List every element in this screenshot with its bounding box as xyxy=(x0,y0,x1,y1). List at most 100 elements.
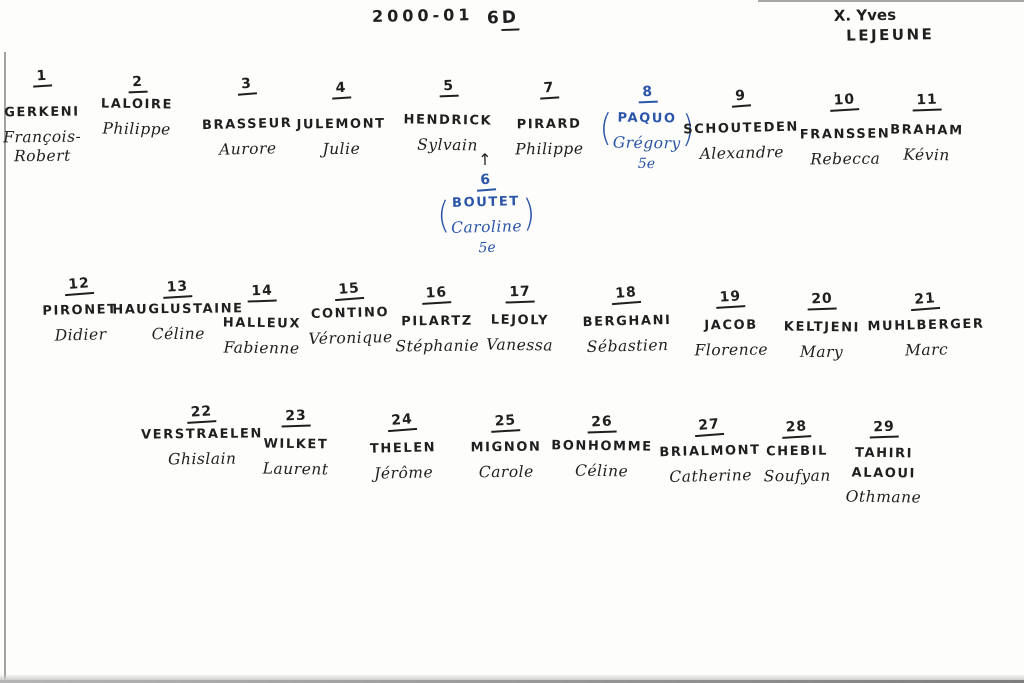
student-name-wrap: ( THELEN Jérôme ) xyxy=(347,430,460,485)
student-firstname: Sébastien xyxy=(586,335,669,356)
student-name-column: PIRONET Didier xyxy=(42,294,118,346)
student-number: 20 xyxy=(807,290,838,311)
student-number: 26 xyxy=(587,413,618,434)
up-arrow-icon xyxy=(547,409,659,411)
student-cell: 18 ( BERGHANI Sébastien ) xyxy=(570,280,684,358)
student-surname: BRAHAM xyxy=(890,122,964,139)
school-year-label: 2000-01 xyxy=(371,5,474,26)
student-number: 23 xyxy=(281,407,312,428)
student-surname: BRASSEUR xyxy=(201,115,293,134)
student-name-wrap: ( BERGHANI Sébastien ) xyxy=(571,303,684,358)
student-surname: PIRONET xyxy=(42,302,118,319)
up-arrow-icon xyxy=(122,274,234,275)
student-number: 14 xyxy=(247,282,278,303)
teacher-name-block: X. Yves LEJEUNE xyxy=(834,4,935,46)
class-number: 6 xyxy=(486,8,502,29)
student-cell: 24 ( THELEN Jérôme ) xyxy=(346,407,460,485)
student-surname: MUHLBERGER xyxy=(867,316,985,335)
student-surname: TAHIRI ALAOUI xyxy=(851,445,917,481)
student-name-column: BONHOMME Céline xyxy=(551,432,653,481)
open-paren: ( xyxy=(599,105,613,150)
student-name-wrap: ( JULEMONT Julie ) xyxy=(285,98,398,159)
student-firstname: Didier xyxy=(54,324,107,345)
student-number: 10 xyxy=(829,91,861,112)
student-cell: 23 ( WILKET Laurent ) xyxy=(239,403,352,479)
student-firstname: Kévin xyxy=(903,145,950,164)
student-surname: BOUTET xyxy=(451,194,520,211)
student-cell: 20 ( KELTJENI Mary ) xyxy=(765,286,878,362)
student-cell: 2 ( LALOIRE Philippe ) xyxy=(81,69,194,139)
student-name-column: WILKET Laurent xyxy=(263,427,330,480)
student-number: 24 xyxy=(386,410,418,433)
student-surname: SCHOUTEDEN xyxy=(683,119,800,138)
student-firstname: Céline xyxy=(574,461,629,480)
up-arrow-icon xyxy=(767,286,879,288)
student-name-column: LEJOLY Vanessa xyxy=(486,303,554,356)
student-number: 21 xyxy=(910,289,941,312)
student-surname: BERGHANI xyxy=(582,312,672,331)
student-number: 16 xyxy=(421,284,453,305)
student-firstname: Alexandre xyxy=(699,142,785,163)
student-firstname: Ghislain xyxy=(167,449,237,468)
student-name-wrap: ( PIRARD Philippe ) xyxy=(493,98,606,159)
up-arrow-icon xyxy=(190,71,302,74)
scan-shadow-bottom xyxy=(0,674,1024,680)
student-firstname: Catherine xyxy=(669,465,753,486)
student-firstname: Vanessa xyxy=(486,335,554,354)
scan-edge-left xyxy=(4,52,6,681)
student-name-wrap: ( TAHIRI ALAOUI Othmane ) xyxy=(827,437,940,508)
student-firstname: Julie xyxy=(322,139,361,158)
up-arrow-icon xyxy=(293,276,405,279)
teacher-last-name: LEJEUNE xyxy=(846,25,935,45)
student-name-column: HALLEUX Fabienne xyxy=(222,301,301,358)
student-cell: 9 ( SCHOUTEDEN Alexandre ) xyxy=(683,83,800,165)
student-surname: HENDRICK xyxy=(403,112,493,129)
student-number: 25 xyxy=(490,412,522,433)
student-number: 12 xyxy=(64,274,95,297)
student-surname: PILARTZ xyxy=(401,313,473,330)
student-name-column: JULEMONT Julie xyxy=(296,99,386,160)
student-firstname: Carole xyxy=(478,462,534,481)
up-arrow-icon xyxy=(0,63,97,64)
student-number: 11 xyxy=(912,91,943,112)
student-firstname: Aurore xyxy=(218,138,277,159)
student-cell: 29 ( TAHIRI ALAOUI Othmane ) xyxy=(827,414,940,508)
student-firstname: Céline xyxy=(151,324,205,343)
teacher-first-name: Yves xyxy=(856,5,897,25)
student-name-column: BRAHAM Kévin xyxy=(890,110,964,165)
student-firstname: Jérôme xyxy=(373,462,434,483)
student-surname: MIGNON xyxy=(470,439,542,456)
student-name-column: BERGHANI Sébastien xyxy=(582,303,672,357)
student-firstname: Caroline xyxy=(450,216,523,237)
student-number: 29 xyxy=(869,418,900,439)
student-number: 9 xyxy=(730,87,751,108)
student-number: 3 xyxy=(236,75,257,96)
student-surname: PIRARD xyxy=(516,116,582,133)
up-arrow-icon xyxy=(346,407,458,410)
up-arrow-icon xyxy=(146,399,258,400)
student-number: 6 xyxy=(475,171,496,192)
student-firstname: Grégory xyxy=(612,133,681,152)
grade-note: 5e xyxy=(478,239,496,257)
student-cell: ↑ 6 ( BOUTET Caroline ) 5e xyxy=(429,150,544,258)
student-surname: PAQUO xyxy=(617,110,677,127)
up-arrow-icon xyxy=(393,73,505,75)
close-paren: ) xyxy=(522,190,536,235)
student-name-column: SCHOUTEDEN Alexandre xyxy=(683,106,800,165)
student-name-column: JACOB Florence xyxy=(694,308,768,361)
student-firstname: Soufyan xyxy=(763,466,831,485)
up-arrow-icon xyxy=(465,279,577,281)
student-surname: BONHOMME xyxy=(551,438,653,455)
open-paren: ( xyxy=(436,192,451,237)
teacher-mark: X. xyxy=(833,6,852,25)
student-number: 5 xyxy=(438,77,459,98)
student-name-wrap: ( MUHLBERGER Marc ) xyxy=(867,309,985,362)
student-number: 18 xyxy=(610,283,642,306)
student-name-wrap: ( BRAHAM Kévin ) xyxy=(870,110,983,165)
student-name-column: TAHIRI ALAOUI Othmane xyxy=(837,437,930,508)
class-letter: D xyxy=(500,7,520,32)
student-surname: CONTINO xyxy=(310,305,390,322)
up-arrow-icon xyxy=(570,280,682,283)
student-number: 13 xyxy=(162,278,194,299)
student-cell: 7 ( PIRARD Philippe ) xyxy=(493,75,606,159)
